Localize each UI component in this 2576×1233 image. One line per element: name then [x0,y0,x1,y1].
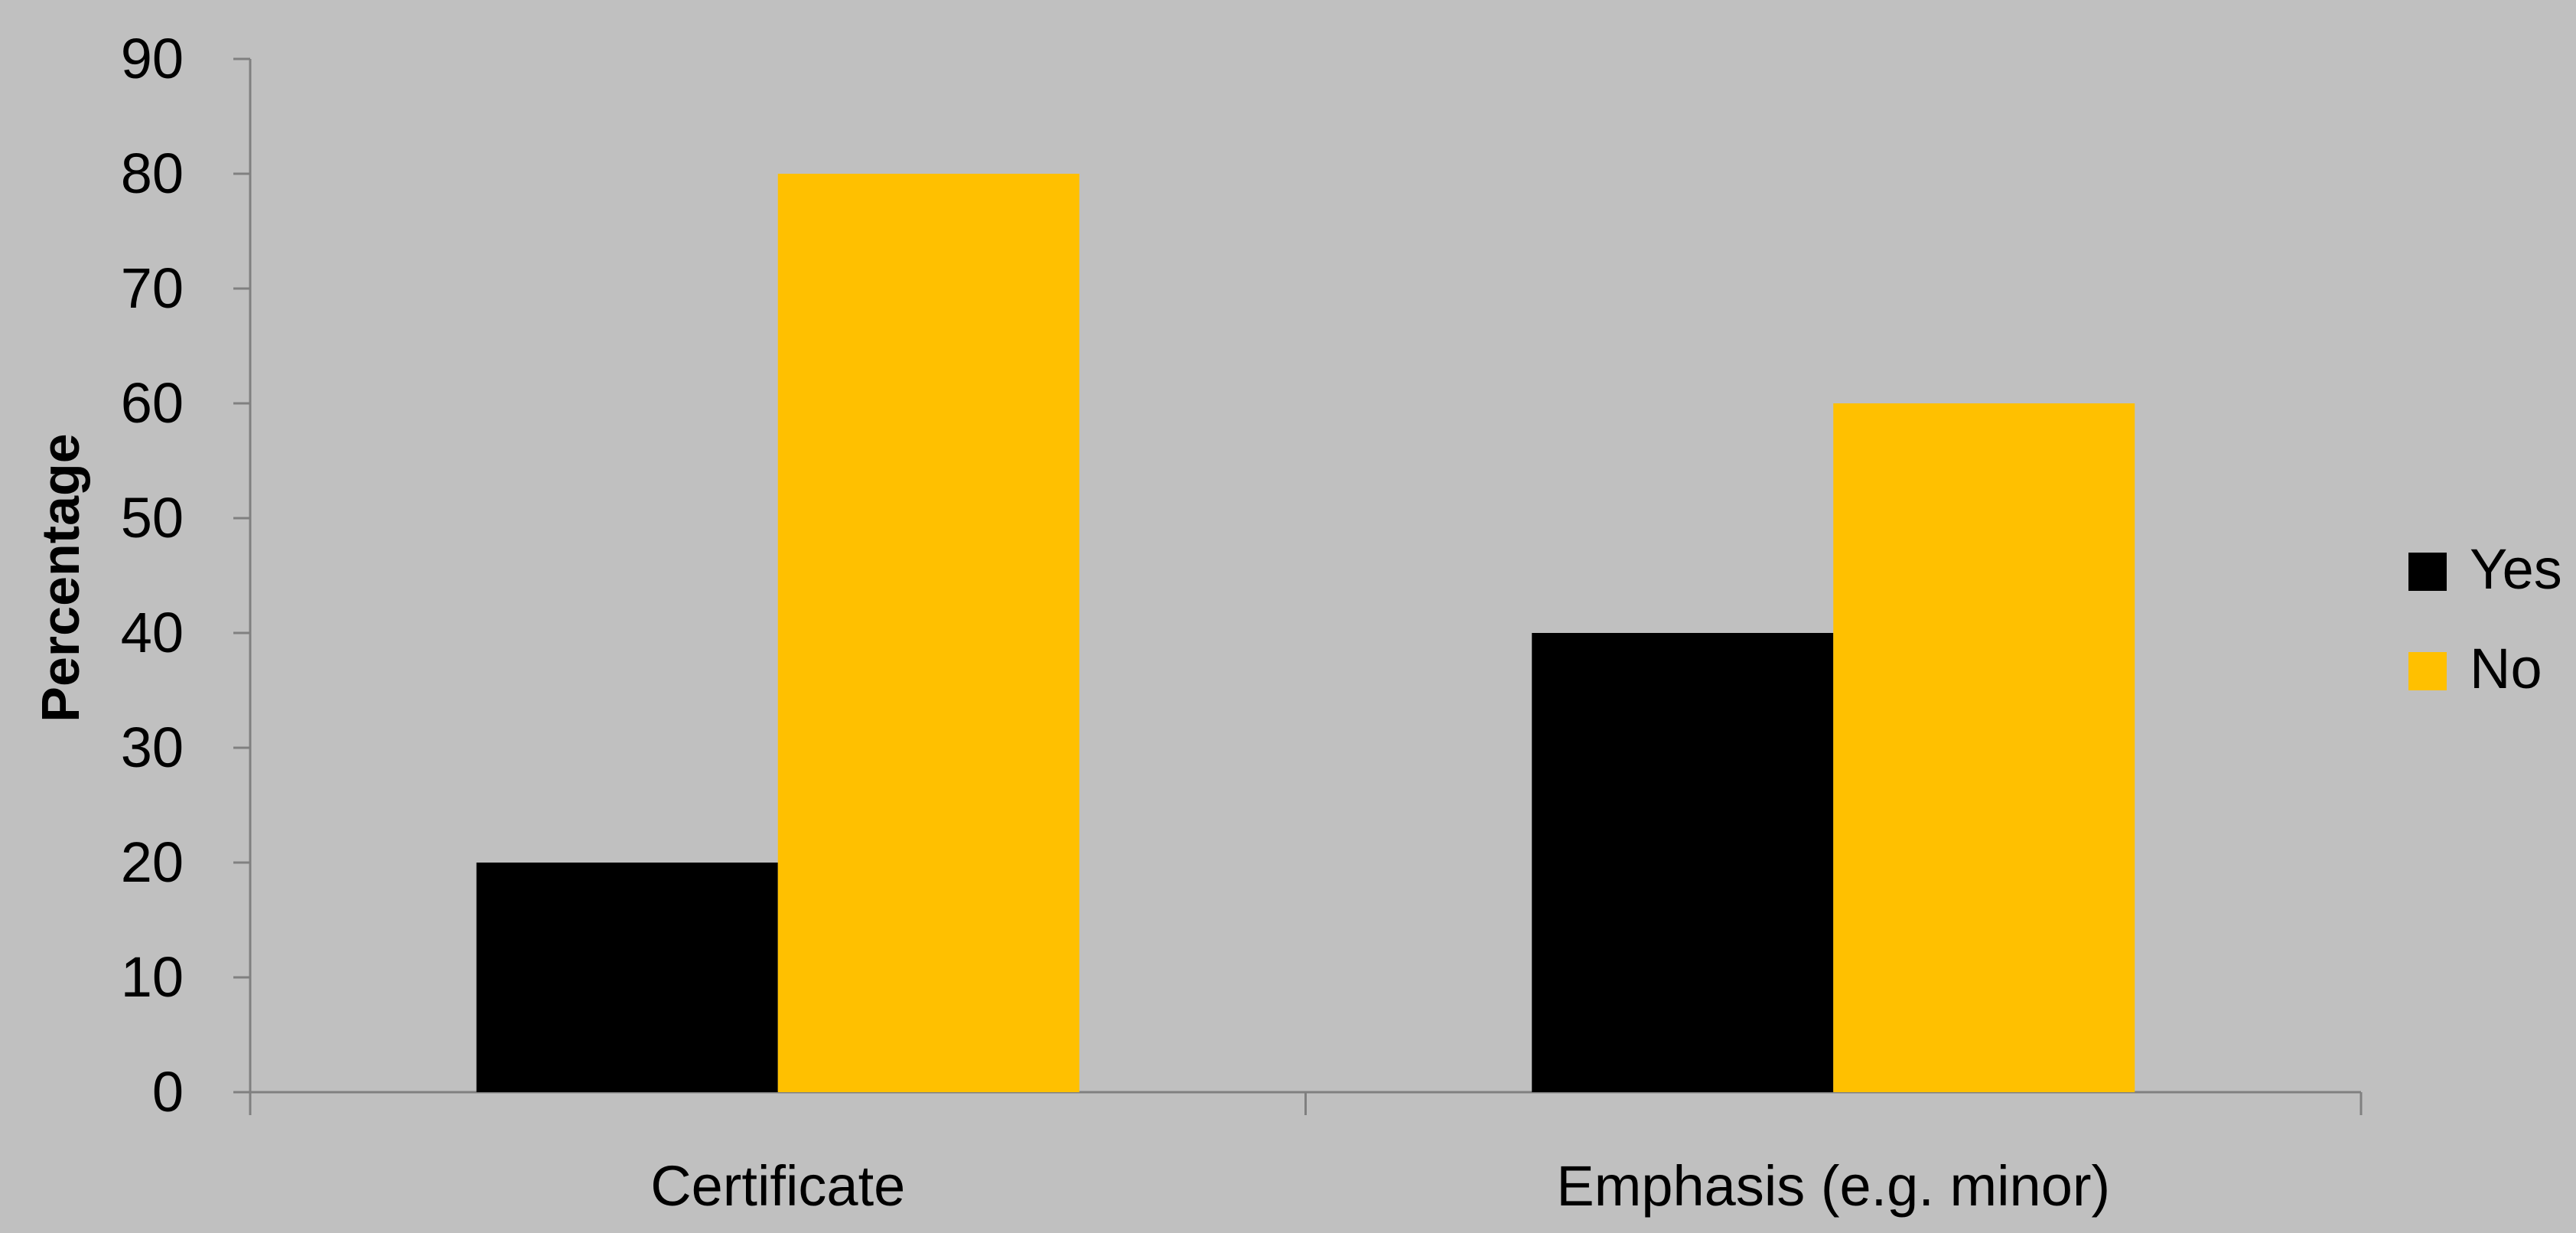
y-tick-label: 80 [121,142,184,205]
legend-label: Yes [2470,537,2562,601]
bar-yes-1 [476,863,778,1092]
bar-no-2 [1833,403,2135,1092]
x-axis: Certificate Emphasis (e.g. minor) [249,1091,2363,1218]
y-axis: 0 10 20 30 40 50 60 70 80 90 [121,27,252,1124]
x-category-label: Certificate [650,1154,905,1218]
y-tick-label: 70 [121,256,184,320]
y-tick-label: 30 [121,716,184,779]
y-tick-label: 10 [121,945,184,1009]
bar-yes-2 [1532,633,1834,1092]
legend-label: No [2470,637,2542,700]
y-tick-label: 60 [121,371,184,435]
y-tick-label: 0 [152,1060,184,1124]
bars-group [476,174,2135,1092]
y-tick-label: 90 [121,27,184,90]
y-tick-label: 20 [121,830,184,894]
y-tick-label: 50 [121,486,184,550]
legend-swatch [2408,652,2447,690]
legend: Yes No [2408,537,2562,700]
y-axis-label: Percentage [31,433,90,722]
y-tick-label: 40 [121,601,184,664]
bar-no-1 [777,174,1080,1092]
x-category-label: Emphasis (e.g. minor) [1556,1154,2110,1218]
legend-swatch [2408,553,2447,591]
